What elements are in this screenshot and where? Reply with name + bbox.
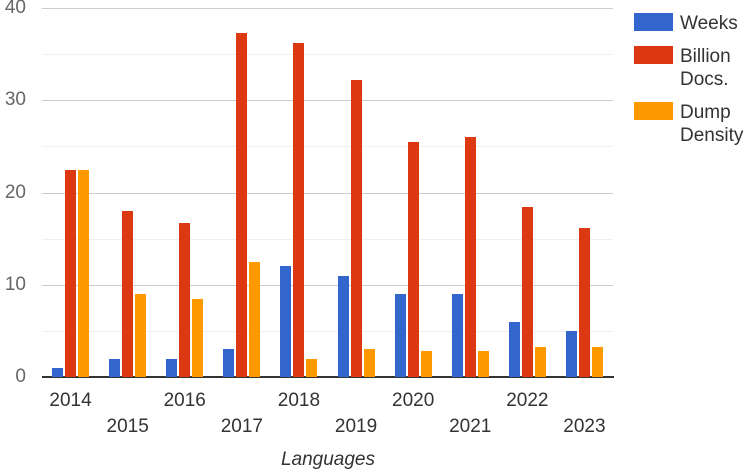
- x-axis-line: [42, 376, 614, 378]
- bar-weeks-2018[interactable]: [280, 266, 292, 377]
- bar-dump-density-2016[interactable]: [192, 298, 204, 377]
- gridline-minor: [42, 54, 613, 56]
- bar-dump-density-2020[interactable]: [420, 351, 432, 377]
- x-tick-label: 2016: [163, 390, 206, 411]
- legend: Weeks Billion Docs. Dump Density: [634, 12, 746, 157]
- y-tick-label: 20: [4, 181, 26, 203]
- x-tick-label: 2022: [506, 390, 549, 411]
- x-tick-label: 2017: [220, 416, 263, 437]
- bar-billion-docs-2017[interactable]: [236, 32, 248, 377]
- y-tick-label: 10: [4, 273, 26, 295]
- gridline-minor: [42, 238, 613, 240]
- bar-billion-docs-2018[interactable]: [293, 43, 305, 377]
- gridline-minor: [42, 330, 613, 332]
- gridline-major: [42, 8, 613, 9]
- y-tick-label: 0: [15, 366, 26, 387]
- bar-dump-density-2021[interactable]: [477, 351, 489, 377]
- gridline-major: [42, 100, 613, 102]
- legend-swatch-weeks: [634, 13, 673, 31]
- bar-billion-docs-2014[interactable]: [65, 170, 77, 377]
- bar-dump-density-2023[interactable]: [591, 346, 603, 377]
- bar-billion-docs-2015[interactable]: [122, 210, 134, 377]
- x-tick-label: 2015: [106, 416, 149, 437]
- legend-item-dump-density[interactable]: Dump Density: [634, 101, 746, 147]
- legend-swatch-dump-density: [634, 102, 673, 120]
- bar-weeks-2017[interactable]: [223, 349, 235, 377]
- bar-billion-docs-2019[interactable]: [350, 79, 362, 377]
- bar-billion-docs-2021[interactable]: [464, 137, 476, 377]
- bar-weeks-2021[interactable]: [451, 293, 463, 377]
- bar-weeks-2014[interactable]: [52, 367, 64, 377]
- x-tick-label: 2014: [49, 390, 92, 411]
- bar-dump-density-2018[interactable]: [306, 358, 318, 377]
- bar-weeks-2019[interactable]: [337, 275, 349, 377]
- bar-billion-docs-2023[interactable]: [578, 227, 590, 377]
- x-tick-label: 2019: [334, 416, 378, 437]
- x-tick-label: 2020: [392, 390, 435, 411]
- bar-dump-density-2014[interactable]: [78, 170, 90, 377]
- x-tick-label: 2023: [563, 416, 606, 437]
- bar-dump-density-2015[interactable]: [135, 293, 147, 377]
- legend-swatch-billion-docs: [634, 46, 673, 64]
- legend-label: Dump Density: [680, 102, 744, 146]
- legend-item-billion-docs[interactable]: Billion Docs.: [634, 45, 746, 91]
- bar-weeks-2020[interactable]: [394, 293, 406, 377]
- bar-billion-docs-2016[interactable]: [179, 222, 191, 377]
- y-tick-label: 30: [4, 89, 26, 111]
- x-tick-label: 2018: [277, 390, 321, 411]
- gridline-major: [42, 284, 613, 286]
- legend-item-weeks[interactable]: Weeks: [634, 12, 746, 35]
- gridline-minor: [42, 146, 613, 148]
- x-tick-label: 2021: [449, 416, 492, 437]
- x-axis-title: Languages: [280, 449, 376, 470]
- bar-dump-density-2019[interactable]: [363, 349, 375, 377]
- legend-label: Billion Docs.: [680, 46, 731, 90]
- legend-label: Weeks: [680, 13, 738, 34]
- bar-weeks-2015[interactable]: [109, 358, 121, 377]
- bar-billion-docs-2020[interactable]: [407, 141, 419, 377]
- bar-weeks-2022[interactable]: [508, 321, 520, 377]
- bar-weeks-2016[interactable]: [166, 358, 178, 377]
- bar-dump-density-2022[interactable]: [534, 347, 546, 377]
- gridline-major: [42, 192, 613, 194]
- bar-dump-density-2017[interactable]: [249, 261, 261, 377]
- y-tick-label: 40: [4, 0, 26, 18]
- bar-weeks-2023[interactable]: [565, 330, 577, 377]
- bar-billion-docs-2022[interactable]: [521, 207, 533, 377]
